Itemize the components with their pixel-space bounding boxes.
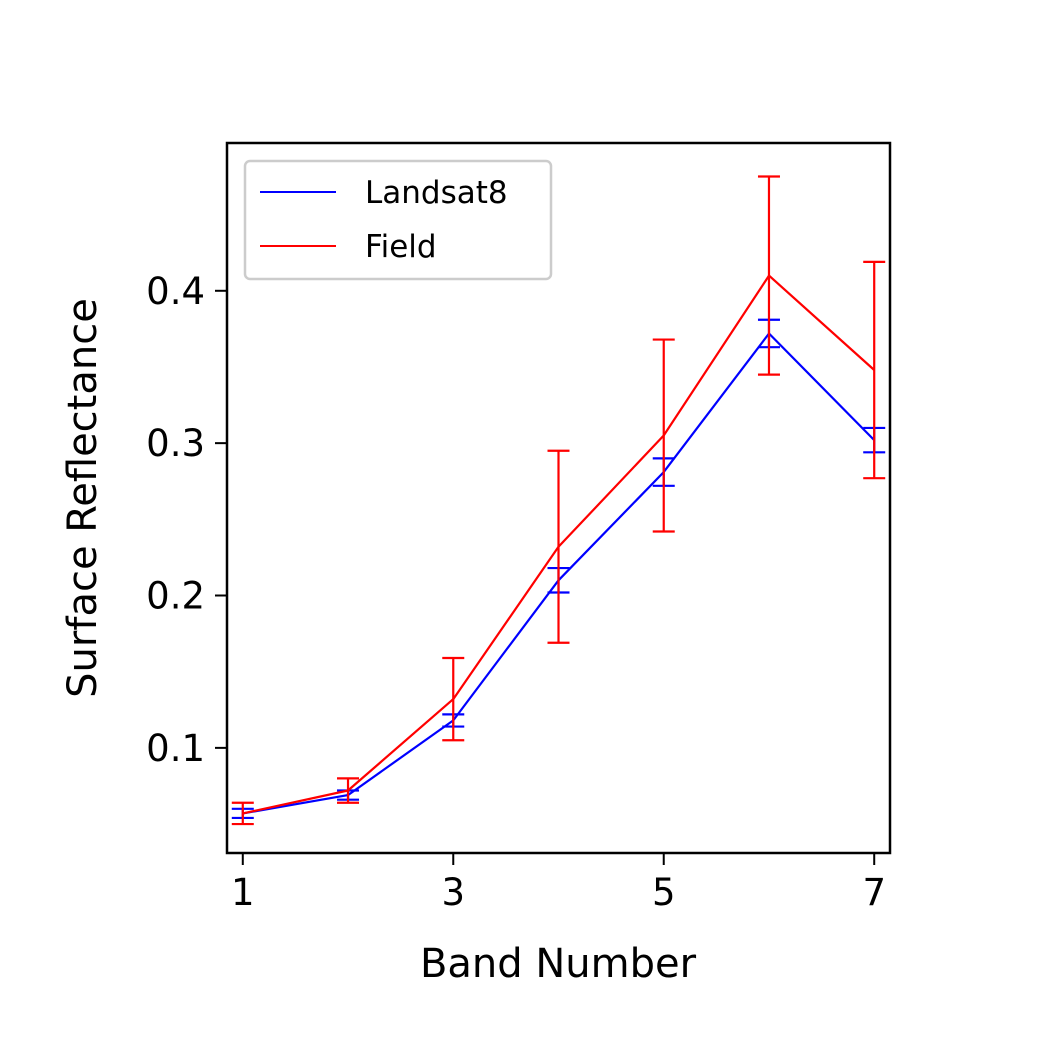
y-axis-title: Surface Reflectance — [60, 298, 106, 698]
error-bar-field — [863, 260, 886, 480]
y-axis: 0.1 0.2 0.3 0.4 — [146, 270, 227, 770]
plot-frame — [225, 141, 892, 855]
x-tick-label: 3 — [441, 871, 465, 914]
y-tick-label: 0.2 — [146, 575, 205, 618]
plot-area — [231, 175, 886, 826]
series-field — [231, 175, 886, 826]
legend-label-field: Field — [365, 229, 437, 265]
legend-label-landsat8: Landsat8 — [365, 175, 508, 211]
error-bar-field — [231, 801, 254, 826]
y-tick-label: 0.1 — [146, 727, 205, 770]
x-tick-label: 1 — [231, 871, 255, 914]
series-line-field — [242, 274, 875, 815]
legend: Landsat8 Field — [243, 159, 553, 281]
x-tick-label: 7 — [862, 871, 886, 914]
x-tick-label: 5 — [652, 871, 676, 914]
y-tick-label: 0.4 — [146, 270, 205, 313]
legend-box — [243, 159, 553, 281]
x-axis: 1 3 5 7 — [231, 853, 886, 914]
x-axis-title: Band Number — [420, 941, 697, 987]
y-tick-label: 0.3 — [146, 422, 205, 465]
